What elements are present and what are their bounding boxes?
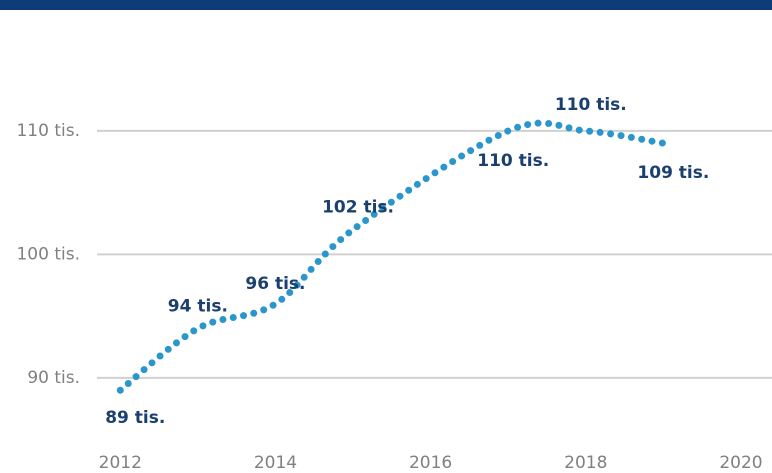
data-label: 109 tis.: [637, 163, 709, 183]
y-tick-label: 90 tis.: [27, 368, 80, 388]
x-tick-label: 2014: [254, 453, 297, 473]
data-label: 94 tis.: [168, 296, 228, 316]
data-label: 89 tis.: [105, 408, 165, 428]
x-tick-label: 2018: [564, 453, 607, 473]
top-bar: [0, 0, 772, 10]
data-label: 110 tis.: [555, 95, 627, 115]
data-label: 96 tis.: [245, 274, 305, 294]
line: [116, 119, 667, 394]
x-tick-label: 2016: [409, 453, 452, 473]
data-label: 110 tis.: [477, 151, 549, 171]
data-label: 102 tis.: [322, 198, 394, 218]
x-tick-label: 2012: [99, 453, 142, 473]
y-tick-label: 100 tis.: [16, 244, 80, 264]
y-tick-label: 110 tis.: [16, 121, 80, 141]
x-tick-label: 2020: [719, 453, 762, 473]
